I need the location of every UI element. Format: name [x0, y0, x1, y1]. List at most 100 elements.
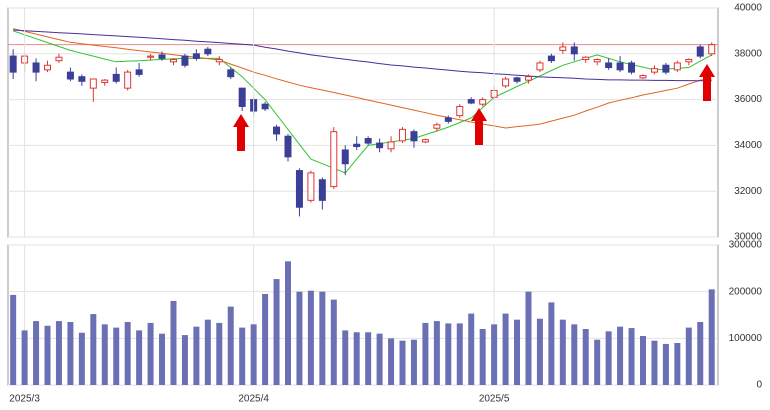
volume-bar [399, 340, 406, 385]
volume-bar [536, 318, 543, 385]
candle-body [9, 55, 17, 73]
candle-body [124, 71, 132, 89]
y-tick-label: 36000 [734, 94, 762, 105]
candle-body [559, 46, 567, 51]
candle-body [158, 54, 166, 59]
candle-body [616, 62, 624, 71]
volume-bar [582, 329, 589, 385]
volume-bar [55, 321, 62, 385]
candle-body [513, 77, 521, 82]
volume-bar [456, 323, 463, 385]
candle-body [330, 131, 338, 188]
candle-body [44, 64, 52, 71]
volume-bar [651, 340, 658, 385]
candle-body [570, 46, 578, 55]
volume-bar [262, 294, 269, 385]
candle-body [605, 62, 613, 69]
price-panel [7, 7, 719, 238]
y-tick-label: 100000 [729, 333, 763, 344]
volume-bar [502, 313, 509, 385]
volume-bar [44, 325, 51, 385]
volume-bar [685, 327, 692, 385]
candle-body [364, 138, 372, 144]
candle-body [639, 75, 647, 79]
volume-bar [525, 291, 532, 385]
volume-bar [330, 299, 337, 385]
y-tick-label: 38000 [734, 48, 762, 59]
x-tick-label: 2025/5 [479, 394, 510, 405]
volume-bar [479, 329, 486, 385]
volume-bar [284, 261, 291, 385]
volume-bar [662, 343, 669, 385]
volume-bar [410, 339, 417, 385]
volume-bar [124, 322, 131, 385]
candle-body [89, 78, 97, 89]
volume-bar [445, 323, 452, 385]
volume-bar [204, 319, 211, 385]
volume-bar [639, 336, 646, 385]
volume-bar [674, 343, 681, 385]
volume-bar [21, 330, 28, 385]
candle-body [399, 128, 407, 142]
candle-body [318, 179, 326, 201]
volume-bar [216, 322, 223, 385]
volume-bar [296, 291, 303, 385]
volume-bar [594, 339, 601, 385]
candle-body [169, 59, 177, 63]
candle-body [502, 78, 510, 87]
volume-bar [193, 326, 200, 385]
volume-bar [376, 333, 383, 385]
candle-body [238, 87, 246, 107]
y-tick-label: 32000 [734, 186, 762, 197]
volume-bar [227, 306, 234, 385]
volume-bar [113, 327, 120, 385]
y-tick-label: 300000 [729, 240, 763, 251]
y-tick-label: 200000 [729, 286, 763, 297]
candle-body [593, 59, 601, 63]
candle-body [650, 68, 658, 73]
candle-body [444, 117, 452, 122]
volume-bar [181, 335, 188, 385]
candle-body [66, 71, 74, 80]
candle-body [547, 55, 555, 62]
volume-bar [101, 324, 108, 385]
y-tick-label: 34000 [734, 140, 762, 151]
candle-body [135, 69, 143, 75]
volume-bar [239, 327, 246, 385]
candle-body [295, 170, 303, 208]
candle-body [673, 62, 681, 71]
volume-bar [250, 324, 257, 385]
candle-body [433, 124, 441, 129]
volume-bar [708, 289, 715, 385]
candle-body [524, 76, 532, 81]
volume-bar [422, 322, 429, 385]
volume-bar [365, 332, 372, 385]
volume-bar [571, 324, 578, 385]
candle-body [696, 46, 704, 57]
volume-bar [548, 302, 555, 385]
moving-average-line [13, 30, 712, 174]
y-tick-label: 0 [756, 380, 762, 391]
volume-bar [10, 294, 17, 385]
volume-bar [388, 338, 395, 385]
volume-bar [514, 319, 521, 385]
candle-body [708, 44, 716, 55]
candle-body [215, 59, 223, 63]
volume-bar [697, 322, 704, 385]
candle-body [582, 56, 590, 61]
candle-body [204, 48, 212, 55]
candle-body [376, 142, 384, 149]
candle-body [112, 73, 120, 82]
volume-bar [147, 322, 154, 385]
volume-bar [170, 301, 177, 385]
candle-body [456, 105, 464, 117]
volume-bar [307, 290, 314, 385]
candle-body [341, 149, 349, 165]
candle-body [410, 131, 418, 142]
candle-body [467, 99, 475, 104]
volume-bar [433, 321, 440, 385]
volume-bar [468, 313, 475, 385]
volume-bar [342, 330, 349, 385]
volume-bar [33, 321, 40, 385]
